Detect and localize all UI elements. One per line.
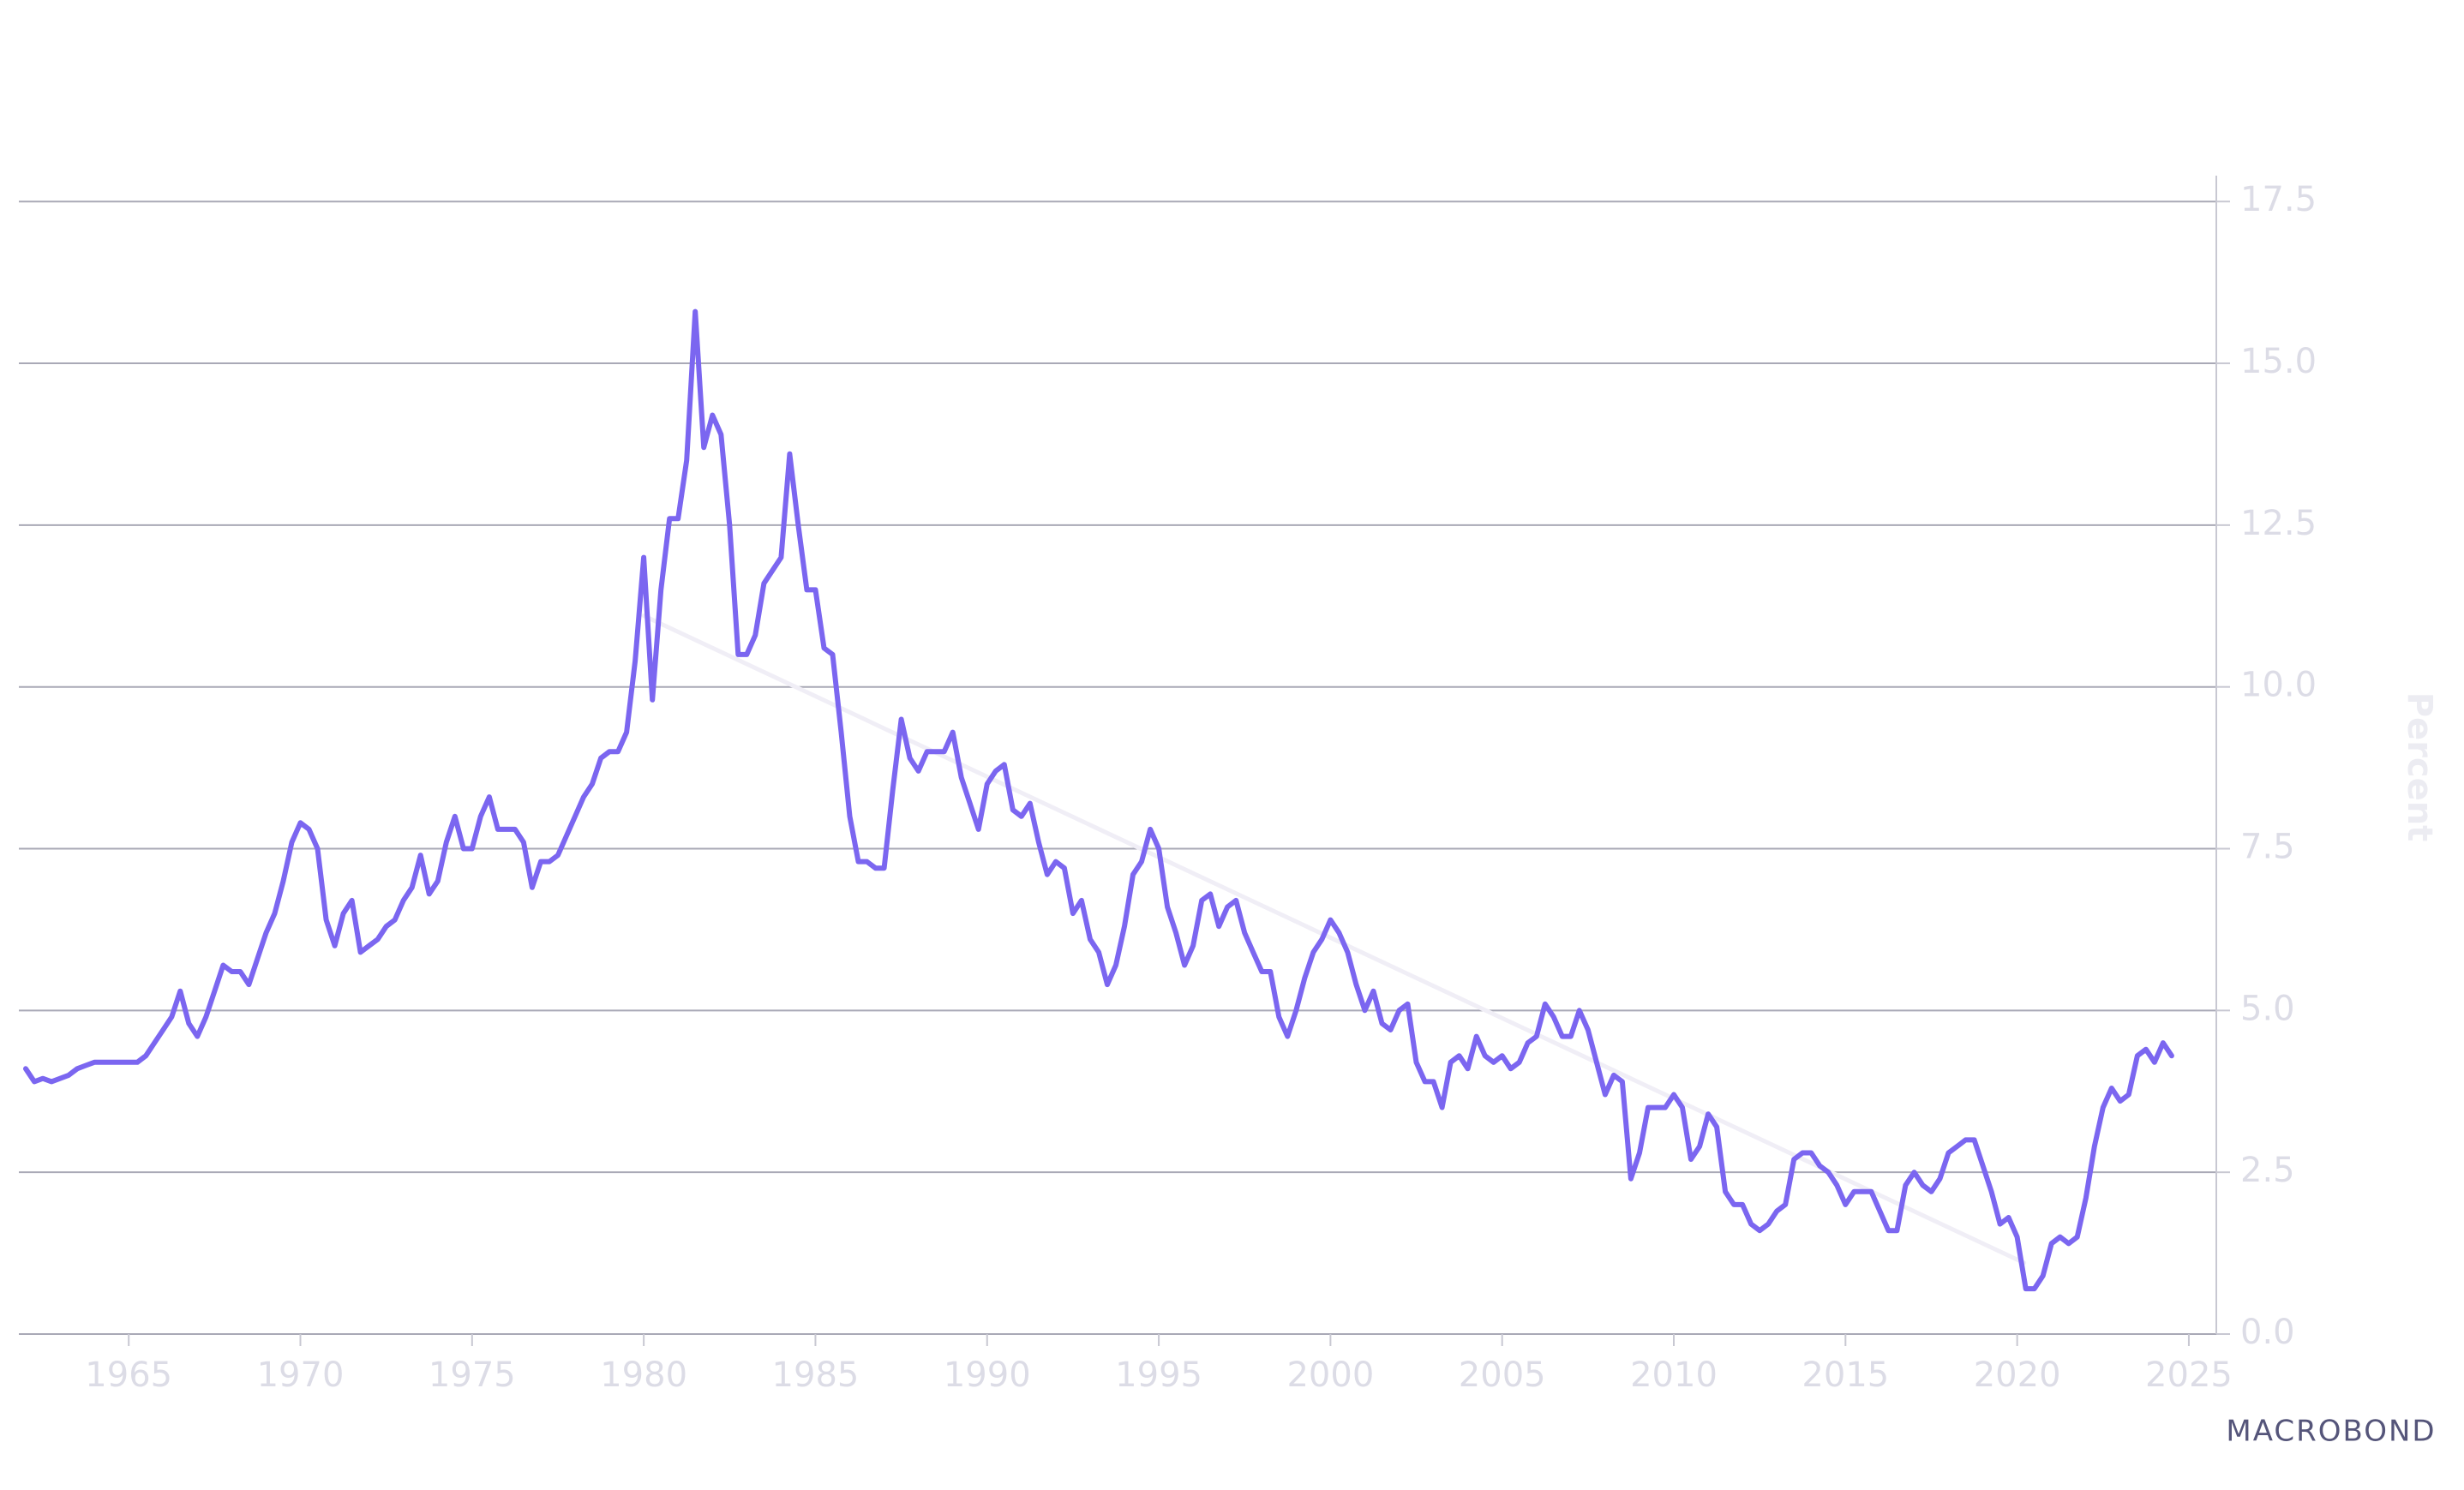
trend-line — [641, 613, 2027, 1266]
x-tick-label: 1970 — [257, 1355, 345, 1395]
y-tick-label: 2.5 — [2240, 1151, 2295, 1190]
x-tick-label: 1985 — [772, 1355, 860, 1395]
x-tick-label: 2005 — [1459, 1355, 1546, 1395]
data-line — [23, 308, 2174, 1292]
x-tick-label: 1965 — [85, 1355, 172, 1395]
y-tick-label: 12.5 — [2240, 504, 2317, 543]
y-tick-label: 15.0 — [2240, 342, 2317, 381]
y-tick-label: 7.5 — [2240, 828, 2295, 867]
y-tick-label: 5.0 — [2240, 989, 2295, 1028]
y-tick-label: 0.0 — [2240, 1313, 2295, 1352]
y-tick-label: 17.5 — [2240, 180, 2317, 219]
brand-logo: MACROBOND — [2226, 1415, 2436, 1449]
x-tick-label: 1980 — [600, 1355, 687, 1395]
y-axis-label: Percent — [2400, 692, 2439, 842]
x-tick-label: 1995 — [1115, 1355, 1202, 1395]
x-tick-label: 2010 — [1630, 1355, 1718, 1395]
x-tick-label: 2000 — [1286, 1355, 1374, 1395]
x-tick-label: 2015 — [1802, 1355, 1889, 1395]
x-tick-label: 2020 — [1974, 1355, 2061, 1395]
x-tick-label: 2025 — [2145, 1355, 2233, 1395]
y-tick-label: 10.0 — [2240, 666, 2317, 705]
x-tick-label: 1990 — [944, 1355, 1031, 1395]
x-tick-label: 1975 — [429, 1355, 516, 1395]
